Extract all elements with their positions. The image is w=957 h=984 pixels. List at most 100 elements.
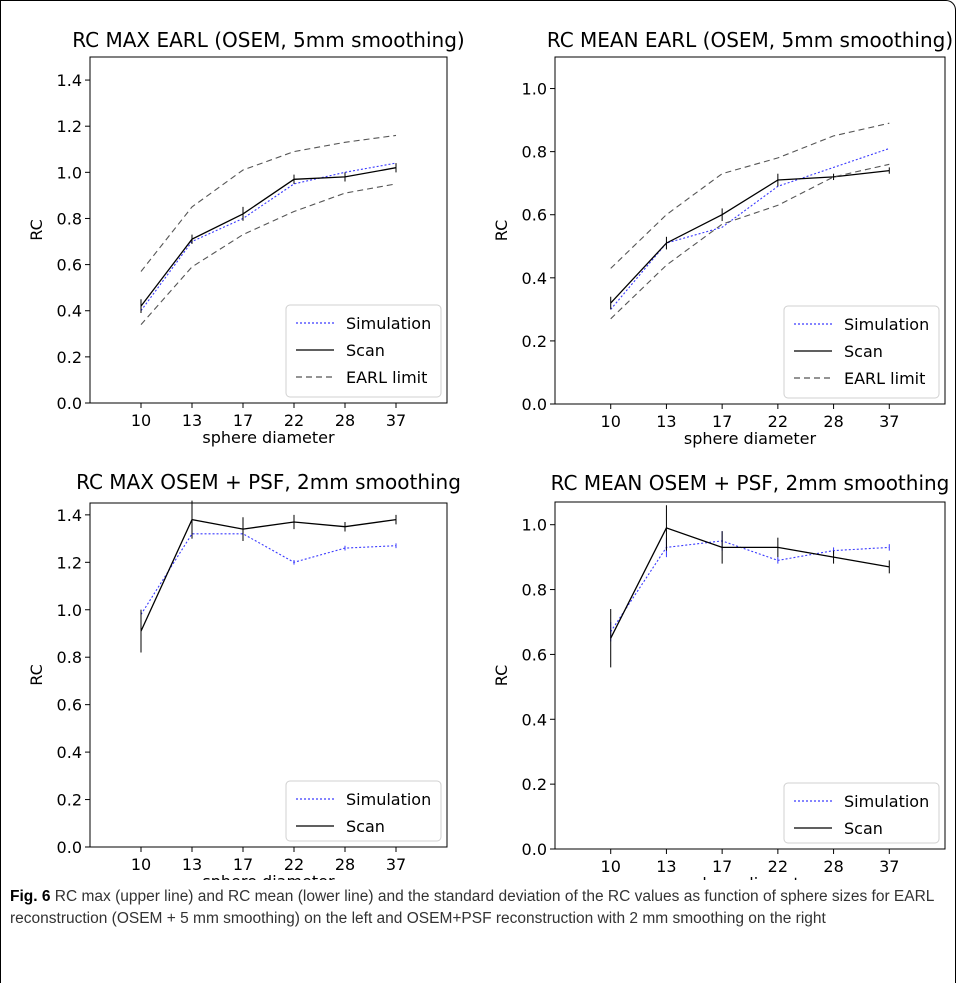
- y-tick-label: 0.0: [522, 395, 547, 414]
- y-tick-label: 1.2: [57, 553, 82, 572]
- series-line: [610, 169, 890, 304]
- legend-box: [285, 304, 442, 398]
- plot-area: [554, 56, 946, 405]
- x-axis-label: sphere diameter: [684, 874, 817, 880]
- chart-panel-1: RC MAX EARL (OSEM, 5mm smoothing) 0.0 0.2 0…: [27, 28, 465, 447]
- x-tick-label: 22: [284, 411, 304, 430]
- x-tick-label: 28: [335, 855, 355, 874]
- caption-label: Fig. 6: [10, 888, 51, 905]
- y-tick-label: 0.2: [57, 348, 82, 367]
- y-tick-label: 0.4: [522, 710, 547, 729]
- series-line: [140, 533, 397, 615]
- series-line: [610, 163, 890, 320]
- x-tick-label: 17: [712, 857, 732, 876]
- x-tick-label: 37: [879, 412, 899, 431]
- y-tick-label: 0.8: [57, 648, 82, 667]
- x-tick-label: 28: [335, 411, 355, 430]
- plot-area: [554, 501, 946, 850]
- x-tick-label: 13: [182, 411, 202, 430]
- series-line: [610, 122, 890, 269]
- y-tick-label: 1.0: [522, 516, 547, 535]
- y-axis-label: RC: [27, 664, 46, 686]
- figure-charts: RC MAX EARL (OSEM, 5mm smoothing) 0.0 0.2 0…: [27, 28, 953, 880]
- chart-title: RC MEAN OSEM + PSF, 2mm smoothing: [551, 471, 950, 495]
- x-tick-label: 13: [656, 857, 676, 876]
- y-axis-label: RC: [27, 219, 46, 241]
- x-tick-label: 37: [879, 857, 899, 876]
- chart-title: RC MAX EARL (OSEM, 5mm smoothing): [72, 28, 464, 52]
- y-tick-label: 0.0: [57, 394, 82, 413]
- x-tick-label: 17: [233, 411, 253, 430]
- plot-area: [89, 502, 448, 848]
- series-line: [610, 540, 890, 633]
- legend-label: Scan: [346, 817, 385, 836]
- x-tick-label: 17: [233, 855, 253, 874]
- y-axis-label: RC: [492, 220, 511, 242]
- y-tick-label: 1.2: [57, 117, 82, 136]
- y-tick-label: 0.8: [522, 143, 547, 162]
- chart-title: RC MAX OSEM + PSF, 2mm smoothing: [76, 470, 461, 494]
- chart-panel-4: RC MEAN OSEM + PSF, 2mm smoothing 0.0 0.2 0…: [492, 471, 949, 880]
- x-tick-label: 28: [823, 412, 843, 431]
- x-tick-label: 10: [601, 857, 621, 876]
- x-axis-label: sphere diameter: [202, 872, 335, 880]
- x-tick-label: 22: [768, 412, 788, 431]
- y-tick-label: 0.2: [57, 791, 82, 810]
- caption-text: RC max (upper line) and RC mean (lower l…: [10, 888, 934, 927]
- y-tick-label: 1.4: [57, 71, 82, 90]
- y-tick-label: 0.6: [57, 696, 82, 715]
- legend-label: Simulation: [346, 314, 431, 333]
- y-tick-label: 0.6: [57, 256, 82, 275]
- y-tick-label: 0.4: [57, 302, 82, 321]
- y-tick-label: 0.6: [522, 206, 547, 225]
- x-tick-label: 10: [601, 412, 621, 431]
- chart-title: RC MEAN EARL (OSEM, 5mm smoothing): [547, 28, 953, 52]
- figure-caption: Fig. 6 RC max (upper line) and RC mean (…: [10, 886, 945, 930]
- legend-label: Scan: [844, 342, 883, 361]
- y-tick-label: 0.0: [522, 840, 547, 859]
- legend-label: Simulation: [844, 315, 929, 334]
- y-tick-label: 1.0: [57, 601, 82, 620]
- legend-label: Simulation: [346, 790, 431, 809]
- x-tick-label: 13: [656, 412, 676, 431]
- series-line: [140, 167, 397, 307]
- legend-label: Scan: [844, 819, 883, 838]
- y-tick-label: 0.0: [57, 838, 82, 857]
- plot-area: [89, 56, 448, 404]
- series-line: [140, 162, 397, 312]
- legend-label: Simulation: [844, 792, 929, 811]
- x-tick-label: 17: [712, 412, 732, 431]
- legend-label: EARL limit: [346, 368, 427, 387]
- x-tick-label: 22: [284, 855, 304, 874]
- x-axis-label: sphere diameter: [202, 428, 335, 447]
- y-tick-label: 0.4: [57, 743, 82, 762]
- y-tick-label: 0.4: [522, 269, 547, 288]
- chart-panel-2: RC MEAN EARL (OSEM, 5mm smoothing) 0.0 0.2…: [492, 28, 953, 448]
- x-tick-label: 10: [131, 411, 151, 430]
- legend-box: [783, 305, 940, 399]
- x-axis-label: sphere diameter: [684, 429, 817, 448]
- y-tick-label: 1.4: [57, 506, 82, 525]
- y-tick-label: 0.2: [522, 775, 547, 794]
- series-line: [140, 134, 397, 272]
- y-tick-label: 0.8: [522, 581, 547, 600]
- x-tick-label: 13: [182, 855, 202, 874]
- x-tick-label: 10: [131, 855, 151, 874]
- y-tick-label: 0.8: [57, 209, 82, 228]
- y-tick-label: 1.0: [57, 163, 82, 182]
- legend-label: Scan: [346, 341, 385, 360]
- y-axis-label: RC: [492, 665, 511, 687]
- y-tick-label: 0.2: [522, 332, 547, 351]
- y-tick-label: 1.0: [522, 80, 547, 99]
- chart-panel-3: RC MAX OSEM + PSF, 2mm smoothing 0.0 0.2 0.…: [27, 470, 461, 880]
- series-line: [610, 527, 890, 639]
- x-tick-label: 37: [386, 855, 406, 874]
- x-tick-label: 28: [823, 857, 843, 876]
- x-tick-label: 37: [386, 411, 406, 430]
- y-tick-label: 0.6: [522, 645, 547, 664]
- series-line: [610, 147, 890, 310]
- x-tick-label: 22: [768, 857, 788, 876]
- series-line: [140, 518, 397, 632]
- legend-label: EARL limit: [844, 369, 925, 388]
